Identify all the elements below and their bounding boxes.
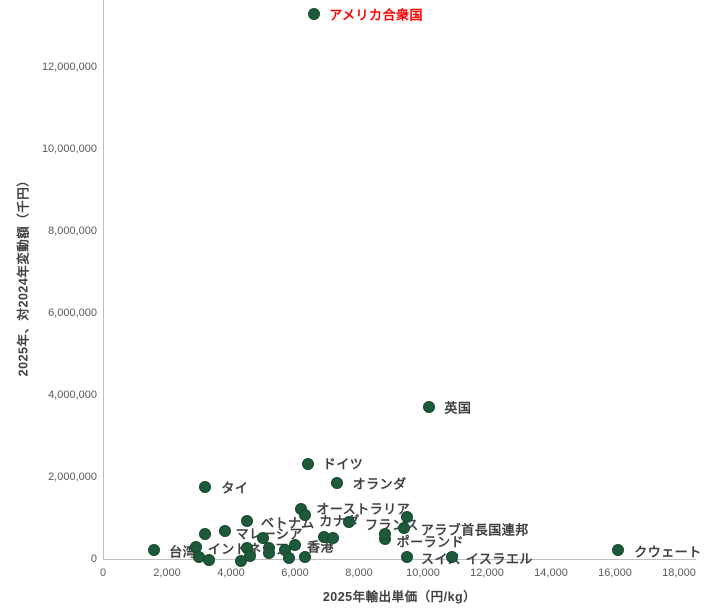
data-point-marker [343, 516, 356, 529]
data-point-marker [397, 521, 410, 534]
data-point-label: オーストラリア [316, 501, 411, 517]
data-point-label: アメリカ合衆国 [329, 7, 424, 23]
data-point-marker [401, 550, 413, 563]
data-point-label: タイ [221, 480, 249, 496]
y-tick-label: 0 [90, 553, 97, 565]
data-point-marker [263, 546, 276, 559]
data-point-marker [378, 527, 391, 540]
x-tick-label: 16,000 [598, 567, 632, 579]
y-tick-label: 4,000,000 [48, 389, 97, 401]
data-point-label: オランダ [352, 476, 407, 492]
data-point-label: クウェート [634, 544, 702, 560]
data-point-marker [445, 550, 458, 563]
data-point-marker [202, 553, 215, 566]
y-tick-label: 8,000,000 [48, 225, 97, 237]
x-tick-label: 14,000 [534, 567, 568, 579]
data-point-marker [282, 552, 295, 565]
data-point-label: イスラエル [465, 551, 533, 567]
y-tick-label: 12,000,000 [41, 61, 97, 73]
data-point-marker [308, 8, 321, 21]
data-point-marker [298, 509, 311, 522]
data-point-label: ポーランド [396, 534, 465, 550]
y-tick-label: 10,000,000 [41, 143, 97, 155]
y-axis-line [103, 0, 104, 559]
data-point-marker [298, 550, 311, 563]
x-tick-label: 4,000 [217, 567, 245, 579]
y-tick-label: 2,000,000 [48, 471, 97, 483]
data-point-marker [199, 480, 212, 493]
data-point-marker [423, 400, 436, 413]
x-tick-label: 8,000 [345, 567, 373, 579]
x-axis-title: 2025年輸出単価（円/kg） [322, 590, 477, 604]
x-tick-label: 10,000 [406, 567, 440, 579]
y-tick-label: 6,000,000 [48, 307, 97, 319]
data-point-marker [327, 532, 340, 545]
data-point-marker [330, 477, 343, 490]
x-tick-label: 6,000 [281, 567, 309, 579]
data-point-marker [218, 525, 231, 538]
data-point-marker [241, 514, 253, 527]
data-point-marker [148, 543, 161, 556]
data-point-label: 台湾 [169, 544, 197, 560]
data-point-label: マレーシア [235, 526, 303, 542]
x-axis-line [103, 559, 696, 560]
x-tick-label: 0 [99, 567, 107, 579]
data-point-marker [257, 532, 269, 545]
y-axis-title: 2025年、対2024年変動額（千円） [16, 173, 31, 377]
data-point-marker [234, 555, 247, 568]
data-point-marker [199, 527, 212, 540]
data-point-label: ドイツ [322, 456, 364, 472]
x-tick-label: 18,000 [662, 567, 696, 579]
x-tick-label: 2,000 [153, 567, 181, 579]
data-point-label: 英国 [444, 400, 472, 416]
data-point-label: アラブ首長国連邦 [420, 522, 529, 538]
x-tick-label: 12,000 [470, 567, 504, 579]
data-point-marker [612, 543, 625, 556]
data-point-label: 香港 [307, 539, 335, 555]
data-point-marker [301, 457, 314, 470]
